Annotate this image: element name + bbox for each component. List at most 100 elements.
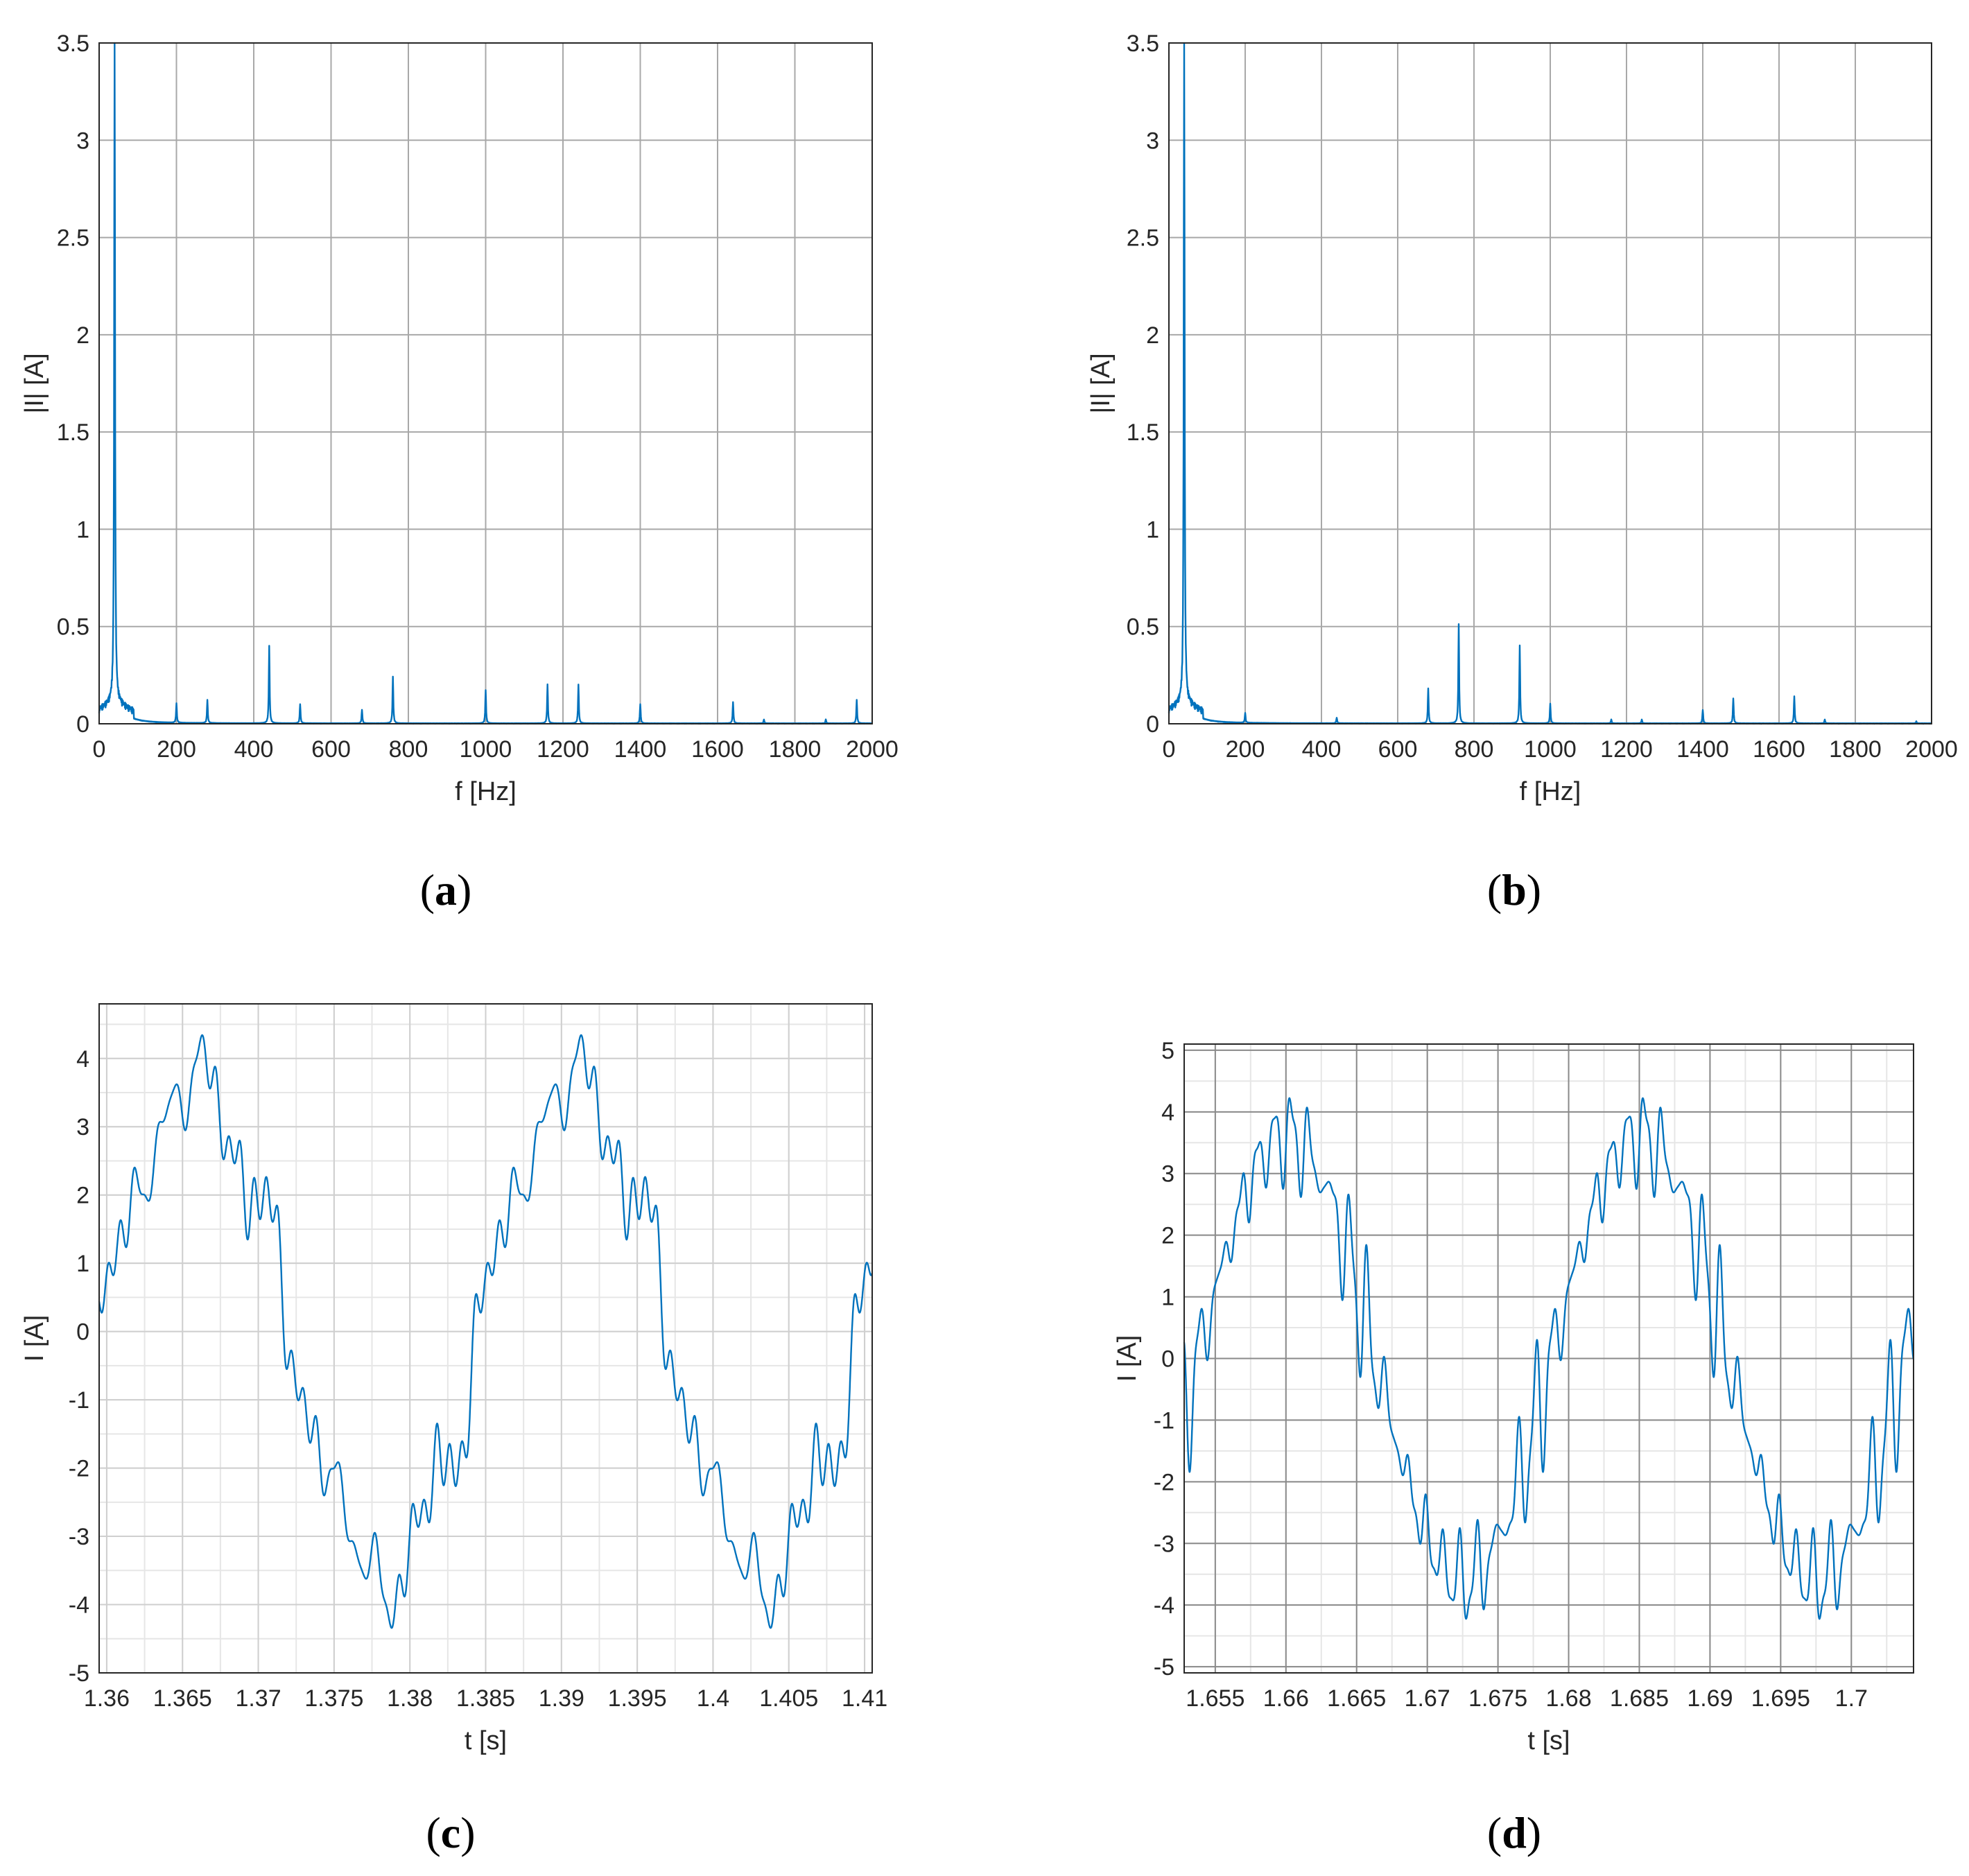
plots: 0 200 400 600 800 1000 1200 1400 1600 1800 200000.… (20, 31, 1958, 1755)
x-tick-label: 200 (157, 736, 196, 763)
x-tick-label: 1200 (1600, 736, 1653, 763)
y-tick-label: 1.5 (57, 419, 89, 446)
y-tick-label: 2 (1146, 322, 1159, 349)
axes-frame (98, 42, 873, 724)
y-tick-label: 3.5 (1127, 31, 1159, 57)
x-axis-title: f [Hz] (455, 777, 517, 806)
x-tick-label: 0 (93, 736, 106, 763)
y-tick-label: 4 (1161, 1100, 1174, 1126)
y-tick-label: 0 (76, 711, 89, 738)
y-tick-label: 1 (76, 1251, 89, 1277)
x-tick-label: 2000 (846, 736, 899, 763)
x-tick-label: 1.39 (539, 1685, 584, 1712)
y-tick-label: 1 (76, 516, 89, 543)
y-tick-label: -2 (1154, 1469, 1174, 1495)
x-tick-label: 1.41 (842, 1685, 887, 1712)
x-tick-label: 1.695 (1751, 1685, 1810, 1712)
y-tick-label: 1 (1161, 1285, 1174, 1311)
x-tick-label: 1.7 (1835, 1685, 1868, 1712)
x-tick-label: 1000 (1524, 736, 1577, 763)
y-tick-label: -4 (1154, 1592, 1174, 1619)
y-tick-label: 4 (76, 1046, 89, 1072)
x-tick-label: 1800 (1829, 736, 1882, 763)
panel-label-b: (b) (1487, 865, 1541, 914)
axes-frame (1183, 1043, 1914, 1674)
x-tick-label: 800 (1455, 736, 1494, 763)
x-axis-title: t [s] (465, 1726, 507, 1755)
x-tick-label: 1200 (537, 736, 589, 763)
x-tick-label: 1800 (769, 736, 822, 763)
x-tick-label: 1.4 (697, 1685, 729, 1712)
panel-label-a: (a) (420, 865, 472, 914)
x-tick-label: 1.675 (1468, 1685, 1527, 1712)
y-axis-title: |I| [A] (20, 353, 49, 413)
y-tick-label: 1.5 (1127, 419, 1159, 446)
x-tick-label: 1.69 (1687, 1685, 1733, 1712)
y-axis-title: |I| [A] (1086, 353, 1116, 413)
y-axis-title: I [A] (20, 1315, 49, 1362)
x-tick-label: 1000 (460, 736, 512, 763)
x-tick-label: 1.36 (84, 1685, 130, 1712)
x-tick-label: 1.38 (387, 1685, 433, 1712)
x-tick-label: 1.395 (608, 1685, 667, 1712)
y-axis-title: I [A] (1113, 1335, 1142, 1382)
x-tick-label: 0 (1163, 736, 1176, 763)
x-tick-label: 1.685 (1610, 1685, 1669, 1712)
x-axis-title: t [s] (1527, 1726, 1570, 1755)
x-tick-label: 400 (234, 736, 274, 763)
y-tick-label: 3 (76, 1114, 89, 1140)
x-tick-label: 1.405 (759, 1685, 818, 1712)
y-tick-label: 3.5 (57, 31, 89, 57)
y-tick-label: -1 (69, 1387, 89, 1414)
y-tick-label: 3 (1146, 128, 1159, 154)
x-tick-label: 1.655 (1186, 1685, 1244, 1712)
chart-d: 1.655 1.66 1.665 1.67 1.675 1.68 1.685 1.69 1.69… (1113, 1038, 1915, 1755)
x-tick-label: 1.66 (1263, 1685, 1309, 1712)
y-tick-label: -4 (69, 1592, 89, 1619)
y-tick-label: -1 (1154, 1407, 1174, 1434)
y-tick-label: -3 (69, 1524, 89, 1550)
y-tick-label: 2 (76, 1183, 89, 1209)
x-tick-label: 400 (1302, 736, 1342, 763)
y-tick-label: 3 (76, 128, 89, 154)
x-tick-label: 1.665 (1327, 1685, 1386, 1712)
x-tick-label: 1.37 (235, 1685, 281, 1712)
x-tick-label: 600 (311, 736, 351, 763)
chart-b: 0 200 400 600 800 1000 1200 1400 1600 1800 2000 0 0.… (1086, 31, 1958, 806)
series-line (1183, 1097, 1915, 1620)
x-tick-label: 1600 (1753, 736, 1805, 763)
axes-frame (98, 1003, 873, 1674)
y-tick-label: 0 (1146, 711, 1159, 738)
y-tick-label: 0.5 (57, 614, 89, 641)
axes-frame (1168, 42, 1932, 724)
x-tick-label: 1600 (691, 736, 744, 763)
y-tick-label: -2 (69, 1456, 89, 1482)
x-axis-title: f [Hz] (1520, 777, 1581, 806)
y-tick-label: 5 (1161, 1038, 1174, 1064)
x-tick-label: 800 (389, 736, 428, 763)
y-tick-label: 0.5 (1127, 614, 1159, 641)
chart-a: 0 200 400 600 800 1000 1200 1400 1600 1800 2000 0 0.… (20, 31, 899, 806)
x-tick-label: 1.365 (153, 1685, 212, 1712)
y-tick-label: -3 (1154, 1531, 1174, 1557)
x-tick-label: 200 (1226, 736, 1265, 763)
y-tick-label: -5 (69, 1660, 89, 1687)
x-tick-label: 1.375 (304, 1685, 363, 1712)
x-tick-label: 1400 (614, 736, 667, 763)
y-tick-label: 2 (76, 322, 89, 349)
x-tick-label: 1.68 (1545, 1685, 1591, 1712)
x-tick-label: 1.67 (1405, 1685, 1450, 1712)
y-tick-label: 3 (1161, 1161, 1174, 1188)
y-tick-label: 2.5 (57, 225, 89, 252)
chart-c: 1.36 1.365 1.37 1.375 1.38 1.385 1.39 1.395 1.4 1… (20, 1003, 887, 1755)
x-tick-label: 2000 (1905, 736, 1958, 763)
y-tick-label: 1 (1146, 516, 1159, 543)
y-tick-label: 2.5 (1127, 225, 1159, 252)
series-line (98, 1034, 874, 1629)
y-tick-label: 2 (1161, 1223, 1174, 1249)
y-tick-label: 0 (76, 1319, 89, 1346)
x-tick-label: 1.385 (456, 1685, 515, 1712)
panel-label-d: (d) (1487, 1808, 1541, 1857)
panel-label-c: (c) (426, 1808, 475, 1857)
